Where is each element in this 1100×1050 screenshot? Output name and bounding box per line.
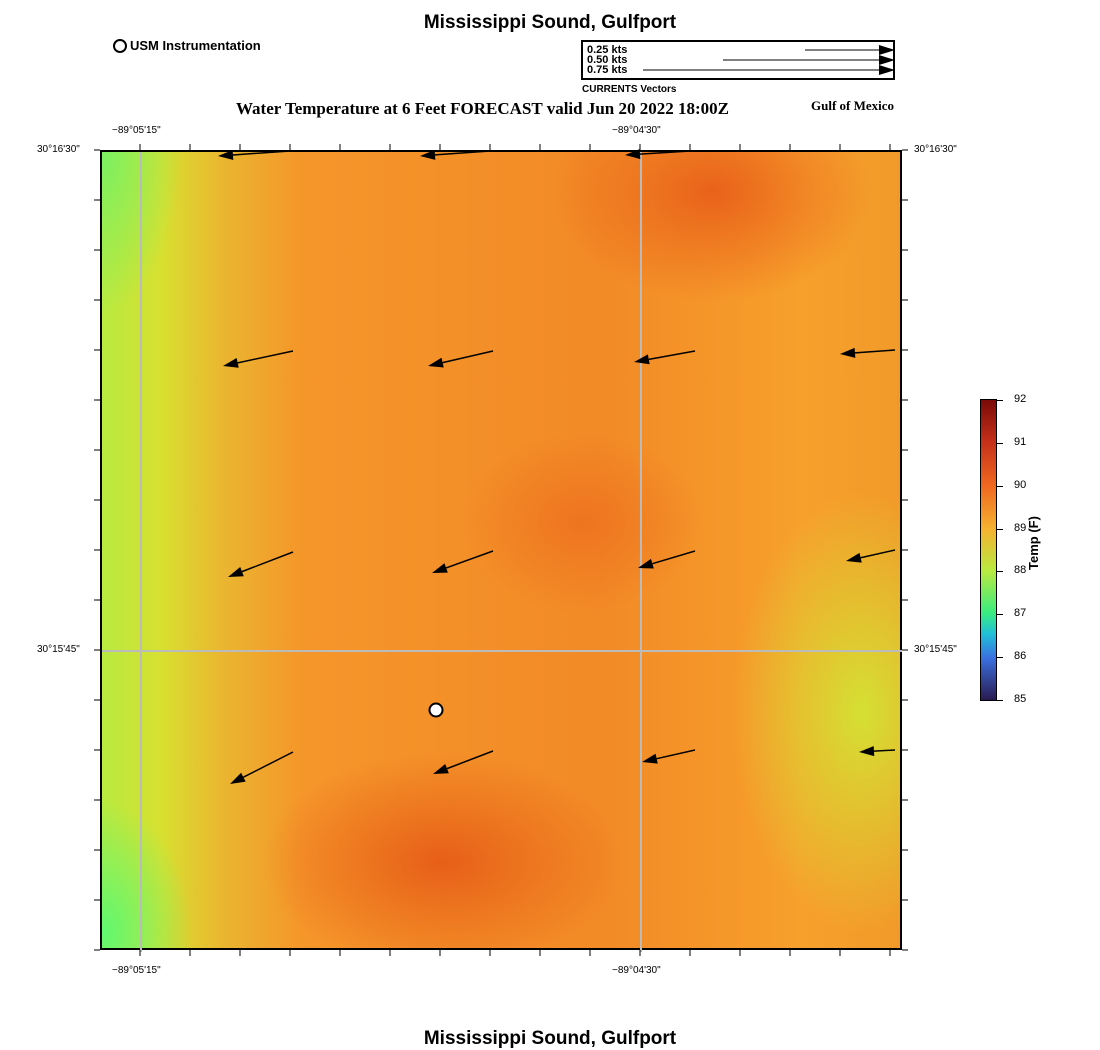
current-vector <box>854 349 896 354</box>
colorbar-tick-label: 91 <box>1014 435 1027 448</box>
colorbar-tick-mark <box>997 528 1003 530</box>
lat-tick-right: 30°16'30" <box>914 144 957 155</box>
region-label: Gulf of Mexico <box>811 98 895 113</box>
current-vector <box>237 350 294 364</box>
vector-legend: 0.25 kts 0.50 kts 0.75 kts <box>581 40 895 80</box>
current-vector <box>232 150 291 156</box>
lat-tick-left: 30°16'30" <box>37 144 80 155</box>
vector-legend-title: CURRENTS Vectors <box>582 84 677 95</box>
current-vector <box>648 350 696 361</box>
map-title: Mississippi Sound, Gulfport <box>423 12 677 33</box>
current-vector <box>639 150 691 155</box>
gridline <box>102 650 902 652</box>
current-vector-arrowhead-icon <box>625 149 641 160</box>
footer-title: Mississippi Sound, Gulfport <box>423 1028 677 1049</box>
colorbar-tick-label: 87 <box>1014 607 1027 620</box>
gridline <box>140 152 142 952</box>
colorbar-tick-label: 92 <box>1014 393 1027 405</box>
current-vector <box>860 549 896 559</box>
current-vector <box>442 350 494 364</box>
gridline <box>640 152 642 952</box>
vector-legend-labels: 0.25 kts 0.50 kts 0.75 kts <box>587 44 628 76</box>
current-vector-arrowhead-icon <box>634 354 650 365</box>
current-vector-arrowhead-icon <box>433 763 449 774</box>
current-vector-arrowhead-icon <box>218 149 234 160</box>
colorbar-tick-mark <box>997 442 1003 444</box>
current-vector-arrowhead-icon <box>230 772 246 784</box>
colorbar-tick-mark <box>997 571 1003 573</box>
vector-legend-arrows <box>643 45 895 75</box>
vector-legend-item: 0.50 kts <box>587 54 628 66</box>
current-vector <box>656 749 696 760</box>
colorbar-label: Temp (F) <box>1026 516 1041 570</box>
colorbar-tick-label: 86 <box>1014 650 1027 663</box>
lat-tick-right: 30°15'45" <box>914 644 957 655</box>
current-vector <box>434 150 491 156</box>
current-vector-arrowhead-icon <box>840 347 856 358</box>
colorbar <box>980 399 997 701</box>
colorbar-tick-label: 85 <box>1014 693 1027 705</box>
current-vector-arrowhead-icon <box>228 566 244 577</box>
lon-tick-bottom: −89°05'15" <box>112 965 161 976</box>
current-vector-arrowhead-icon <box>846 552 862 563</box>
current-vector-arrowhead-icon <box>859 746 875 757</box>
colorbar-tick-label: 88 <box>1014 564 1027 577</box>
colorbar-tick-mark <box>997 614 1003 616</box>
subtitle: Water Temperature at 6 Feet FORECAST val… <box>236 99 729 118</box>
current-vector <box>241 551 294 573</box>
current-vector-arrowhead-icon <box>642 753 658 764</box>
usm-station-marker-icon <box>428 702 444 718</box>
lat-tick-left: 30°15'45" <box>37 644 80 655</box>
current-vector <box>446 750 494 770</box>
current-vector-arrowhead-icon <box>638 558 654 569</box>
current-vector-arrowhead-icon <box>428 357 444 368</box>
colorbar-tick-mark <box>997 700 1003 701</box>
colorbar-tick-mark <box>997 657 1003 659</box>
vector-legend-item: 0.75 kts <box>587 64 628 76</box>
current-vector <box>652 550 696 565</box>
lon-tick-top: −89°04'30" <box>612 125 661 136</box>
lon-tick-bottom: −89°04'30" <box>612 965 661 976</box>
colorbar-tick-label: 90 <box>1014 478 1027 491</box>
temperature-map[interactable] <box>100 150 902 952</box>
current-vector <box>243 751 294 778</box>
current-vector <box>445 550 494 569</box>
lon-tick-top: −89°05'15" <box>112 125 161 136</box>
current-vector-arrowhead-icon <box>223 357 239 368</box>
current-vector-arrowhead-icon <box>432 563 448 573</box>
marker-legend-label: USM Instrumentation <box>130 38 261 53</box>
colorbar-tick-label: 89 <box>1014 521 1027 534</box>
station-marker-icon <box>113 38 127 53</box>
colorbar-tick-mark <box>997 400 1003 401</box>
current-vector-arrowhead-icon <box>420 149 436 160</box>
colorbar-tick-mark <box>997 485 1003 487</box>
vector-legend-item: 0.25 kts <box>587 44 628 56</box>
current-vector <box>873 749 896 752</box>
marker-legend: USM Instrumentation <box>113 38 261 53</box>
